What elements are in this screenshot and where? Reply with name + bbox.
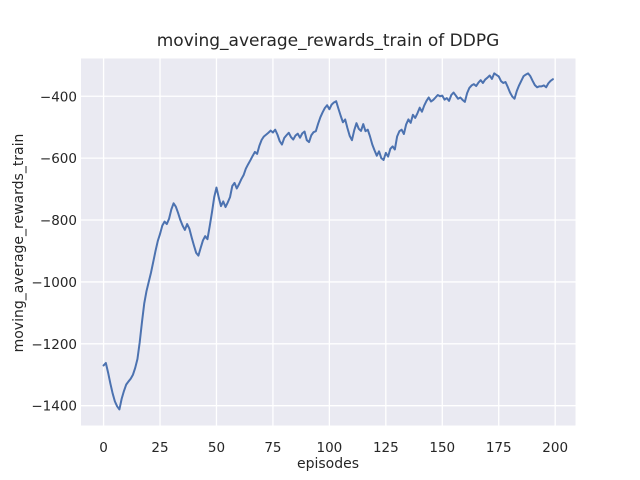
y-tick-label: −600 (40, 151, 77, 167)
y-axis-label: moving_average_rewards_train (11, 133, 27, 353)
x-tick-label: 75 (264, 440, 281, 456)
x-axis-label: episodes (296, 456, 360, 472)
y-tick-label: −1400 (31, 399, 77, 415)
x-tick-label: 200 (542, 440, 568, 456)
chart-title: moving_average_rewards_train of DDPG (156, 31, 500, 51)
y-tick-label: −1000 (31, 275, 77, 291)
x-tick-label: 125 (373, 440, 399, 456)
x-tick-label: 100 (316, 440, 342, 456)
y-tick-label: −800 (40, 213, 77, 229)
plot-area (81, 58, 576, 426)
reward-line (102, 72, 554, 411)
y-tick-label: −400 (40, 89, 77, 105)
x-tick-label: 0 (99, 440, 108, 456)
x-tick-label: 150 (429, 440, 455, 456)
x-tick-label: 50 (208, 440, 225, 456)
y-tick-label: −1200 (31, 337, 77, 353)
x-tick-label: 175 (486, 440, 512, 456)
x-tick-label: 25 (151, 440, 168, 456)
